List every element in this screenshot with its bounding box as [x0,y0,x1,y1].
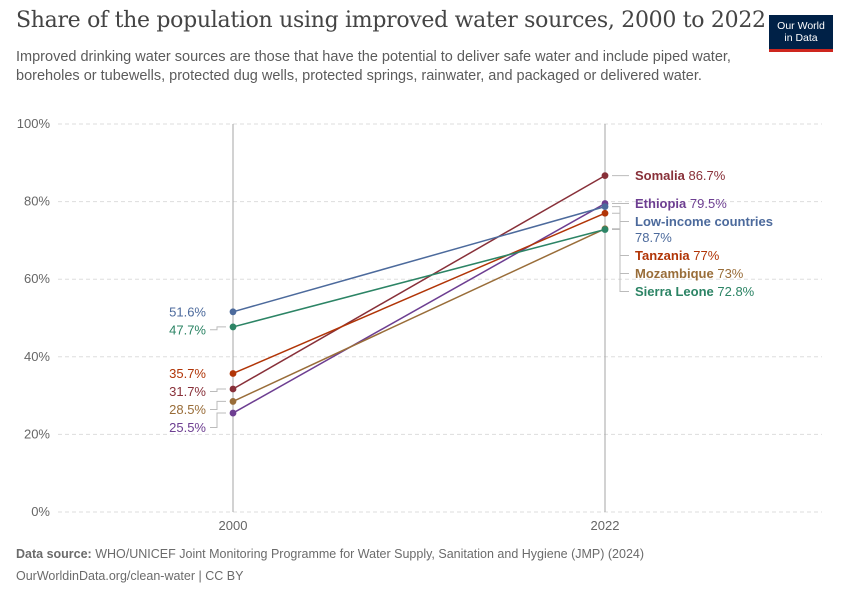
x-tick-label: 2000 [219,518,248,533]
y-tick-label: 80% [24,194,50,209]
y-tick-label: 20% [24,426,50,441]
data-point [229,385,237,393]
start-value-label: 51.6% [169,304,206,319]
logo-line-2: in Data [784,32,818,44]
data-point [601,203,609,211]
chart-title: Share of the population using improved w… [16,8,766,33]
series-labels: 31.7% 25.5% 51.6% 35.7% 28.5% 47.7% Somalia 86… [169,168,773,435]
end-series-label: Tanzania 77% [635,248,720,263]
gridlines [58,123,822,513]
start-value-label: 31.7% [169,384,206,399]
series-line [232,205,606,313]
label-connector [210,388,226,392]
start-value-label: 35.7% [169,366,206,381]
chart-subtitle: Improved drinking water sources are thos… [16,49,731,84]
start-value-label: 25.5% [169,420,206,435]
end-series-label: Ethiopia 79.5% [635,196,727,211]
end-series-label: Somalia 86.7% [635,168,726,183]
data-point [229,370,237,377]
end-value: 73% [714,266,744,281]
series-line [232,212,606,375]
end-series-label: Mozambique 73% [635,266,744,281]
y-tick-label: 60% [24,271,50,286]
end-series-label: Low-income countries [635,214,773,229]
label-connector [210,400,226,410]
data-point [601,226,609,233]
end-value: 77% [690,248,720,263]
y-tick-label: 0% [31,504,50,519]
data-point [229,323,237,331]
data-point [229,409,237,417]
data-point [229,308,237,316]
data-source-text: WHO/UNICEF Joint Monitoring Programme fo… [95,547,645,561]
series-name: Tanzania [635,248,690,263]
data-point [601,172,609,180]
label-connector [210,412,226,428]
end-value: 72.8% [714,284,755,299]
end-series-label: Sierra Leone 72.8% [635,284,755,299]
end-value-label: 78.7% [635,230,672,245]
series [229,172,609,417]
label-connector [210,326,226,331]
series-name: Ethiopia [635,196,687,211]
owid-logo[interactable]: Our World in Data [769,15,833,52]
start-value-label: 47.7% [169,322,206,337]
end-value: 86.7% [685,168,726,183]
series-name: Mozambique [635,266,714,281]
x-tick-label: 2022 [591,518,620,533]
label-connector [612,229,629,293]
series-line [232,174,606,390]
data-point [601,209,609,217]
series-name: Low-income countries [635,214,773,229]
logo-line-1: Our World [777,20,825,32]
series-name: Somalia [635,168,686,183]
series-line [232,228,606,328]
end-value: 79.5% [686,196,727,211]
series-line [232,202,606,414]
data-point [229,398,237,405]
series-line [232,228,606,403]
start-value-label: 28.5% [169,402,206,417]
data-source-label: Data source: [16,547,92,561]
data-source: Data source: WHO/UNICEF Joint Monitoring… [16,547,644,561]
source-url[interactable]: OurWorldinData.org/clean-water | CC BY [16,569,244,583]
y-tick-label: 100% [17,116,51,131]
series-name: Sierra Leone [635,284,714,299]
axes: 0% 20% 40% 60% 80% 100% 2000 2022 [17,116,620,533]
y-tick-label: 40% [24,349,50,364]
